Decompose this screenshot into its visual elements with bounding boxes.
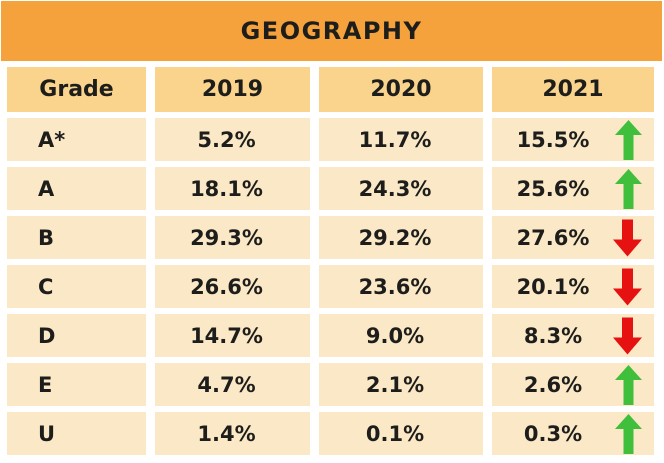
column-header-2021: 2021	[492, 67, 654, 112]
value-2019-cell: 1.4%	[155, 412, 310, 455]
value-2020-cell: 23.6%	[319, 265, 483, 308]
value-2021-text: 27.6%	[516, 225, 590, 250]
grade-cell: C	[7, 265, 146, 308]
value-2020-cell: 24.3%	[319, 167, 483, 210]
value-2020-cell: 0.1%	[319, 412, 483, 455]
value-2020-cell: 11.7%	[319, 118, 483, 161]
grade-cell: D	[7, 314, 146, 357]
trend-indicator	[615, 119, 642, 160]
value-2021-cell: 8.3%	[492, 314, 654, 357]
value-2021-cell: 20.1%	[492, 265, 654, 308]
trend-indicator	[615, 168, 642, 209]
trend-down-icon	[613, 219, 642, 256]
value-2019-cell: 5.2%	[155, 118, 310, 161]
value-2019-cell: 26.6%	[155, 265, 310, 308]
value-2019-cell: 4.7%	[155, 363, 310, 406]
value-2021-cell: 15.5%	[492, 118, 654, 161]
results-table: Grade 2019 2020 2021 A* 5.2% 11.7% 15.5%…	[7, 67, 656, 455]
trend-up-icon	[615, 364, 642, 405]
trend-indicator	[613, 268, 642, 305]
value-2021-text: 0.3%	[523, 421, 583, 446]
grade-cell: A*	[7, 118, 146, 161]
value-2020-cell: 2.1%	[319, 363, 483, 406]
trend-up-icon	[615, 119, 642, 160]
value-2019-cell: 18.1%	[155, 167, 310, 210]
value-2021-cell: 25.6%	[492, 167, 654, 210]
value-2021-cell: 27.6%	[492, 216, 654, 259]
value-2020-cell: 9.0%	[319, 314, 483, 357]
value-2021-text: 2.6%	[523, 372, 583, 397]
trend-indicator	[613, 219, 642, 256]
trend-down-icon	[613, 268, 642, 305]
trend-up-icon	[615, 168, 642, 209]
trend-indicator	[613, 317, 642, 354]
grade-cell: U	[7, 412, 146, 455]
value-2021-cell: 2.6%	[492, 363, 654, 406]
subject-title: GEOGRAPHY	[240, 17, 423, 45]
trend-up-icon	[615, 413, 642, 454]
value-2021-text: 8.3%	[523, 323, 583, 348]
subject-title-bar: GEOGRAPHY	[1, 1, 662, 61]
value-2019-cell: 14.7%	[155, 314, 310, 357]
grade-cell: E	[7, 363, 146, 406]
column-header-grade: Grade	[7, 67, 146, 112]
trend-indicator	[615, 413, 642, 454]
value-2021-text: 20.1%	[516, 274, 590, 299]
value-2021-cell: 0.3%	[492, 412, 654, 455]
value-2019-cell: 29.3%	[155, 216, 310, 259]
trend-down-icon	[613, 317, 642, 354]
grade-cell: B	[7, 216, 146, 259]
value-2020-cell: 29.2%	[319, 216, 483, 259]
value-2021-text: 15.5%	[516, 127, 590, 152]
grade-cell: A	[7, 167, 146, 210]
value-2021-text: 25.6%	[516, 176, 590, 201]
trend-indicator	[615, 364, 642, 405]
column-header-2019: 2019	[155, 67, 310, 112]
column-header-2020: 2020	[319, 67, 483, 112]
